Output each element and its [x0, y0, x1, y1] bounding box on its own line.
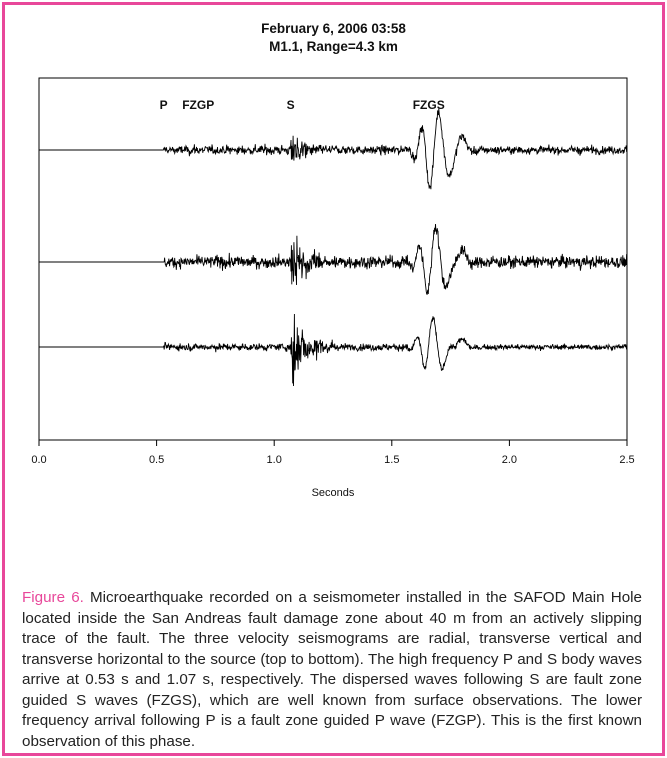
- seismogram-trace-radial: [39, 108, 628, 190]
- figure-caption: Figure 6. Microearthquake recorded on a …: [22, 588, 642, 752]
- chart-subtitle: M1.1, Range=4.3 km: [269, 39, 398, 54]
- x-tick-label: 0.0: [31, 454, 46, 466]
- phase-label-p: P: [160, 98, 168, 112]
- chart-title: February 6, 2006 03:58: [261, 21, 406, 36]
- phase-label-fzgp: FZGP: [182, 98, 214, 112]
- phase-labels: P FZGP S FZGS: [160, 98, 445, 112]
- x-tick-label: 0.5: [149, 454, 164, 466]
- x-tick-label: 2.0: [502, 454, 517, 466]
- x-tick-label: 1.5: [384, 454, 399, 466]
- x-tick-label: 2.5: [619, 454, 634, 466]
- x-axis-ticks: 0.0 0.5 1.0 1.5 2.0 2.5: [31, 440, 635, 466]
- caption-label: Figure 6.: [22, 589, 84, 606]
- caption-text: Microearthquake recorded on a seismomete…: [22, 589, 643, 750]
- seismogram-trace-transverse-horizontal: [39, 313, 628, 387]
- seismogram-chart: P FZGP S FZGS 0.0 0.5 1.0 1.5 2.0 2.5 Seconds: [31, 77, 635, 499]
- phase-label-s: S: [287, 98, 295, 112]
- seismogram-traces: [39, 108, 628, 387]
- x-tick-label: 1.0: [267, 454, 282, 466]
- x-axis-label: Seconds: [312, 487, 355, 499]
- seismogram-trace-transverse-vertical: [39, 223, 628, 295]
- phase-label-fzgs: FZGS: [413, 98, 445, 112]
